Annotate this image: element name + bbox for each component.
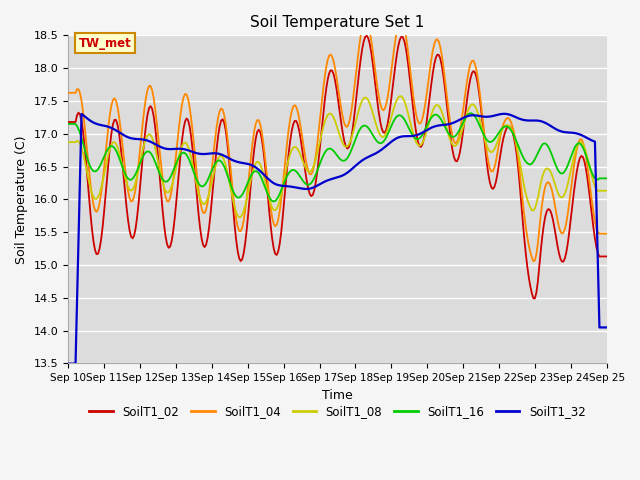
Legend: SoilT1_02, SoilT1_04, SoilT1_08, SoilT1_16, SoilT1_32: SoilT1_02, SoilT1_04, SoilT1_08, SoilT1_…: [84, 401, 590, 423]
Text: TW_met: TW_met: [79, 37, 132, 50]
X-axis label: Time: Time: [322, 389, 353, 402]
Title: Soil Temperature Set 1: Soil Temperature Set 1: [250, 15, 425, 30]
Y-axis label: Soil Temperature (C): Soil Temperature (C): [15, 135, 28, 264]
